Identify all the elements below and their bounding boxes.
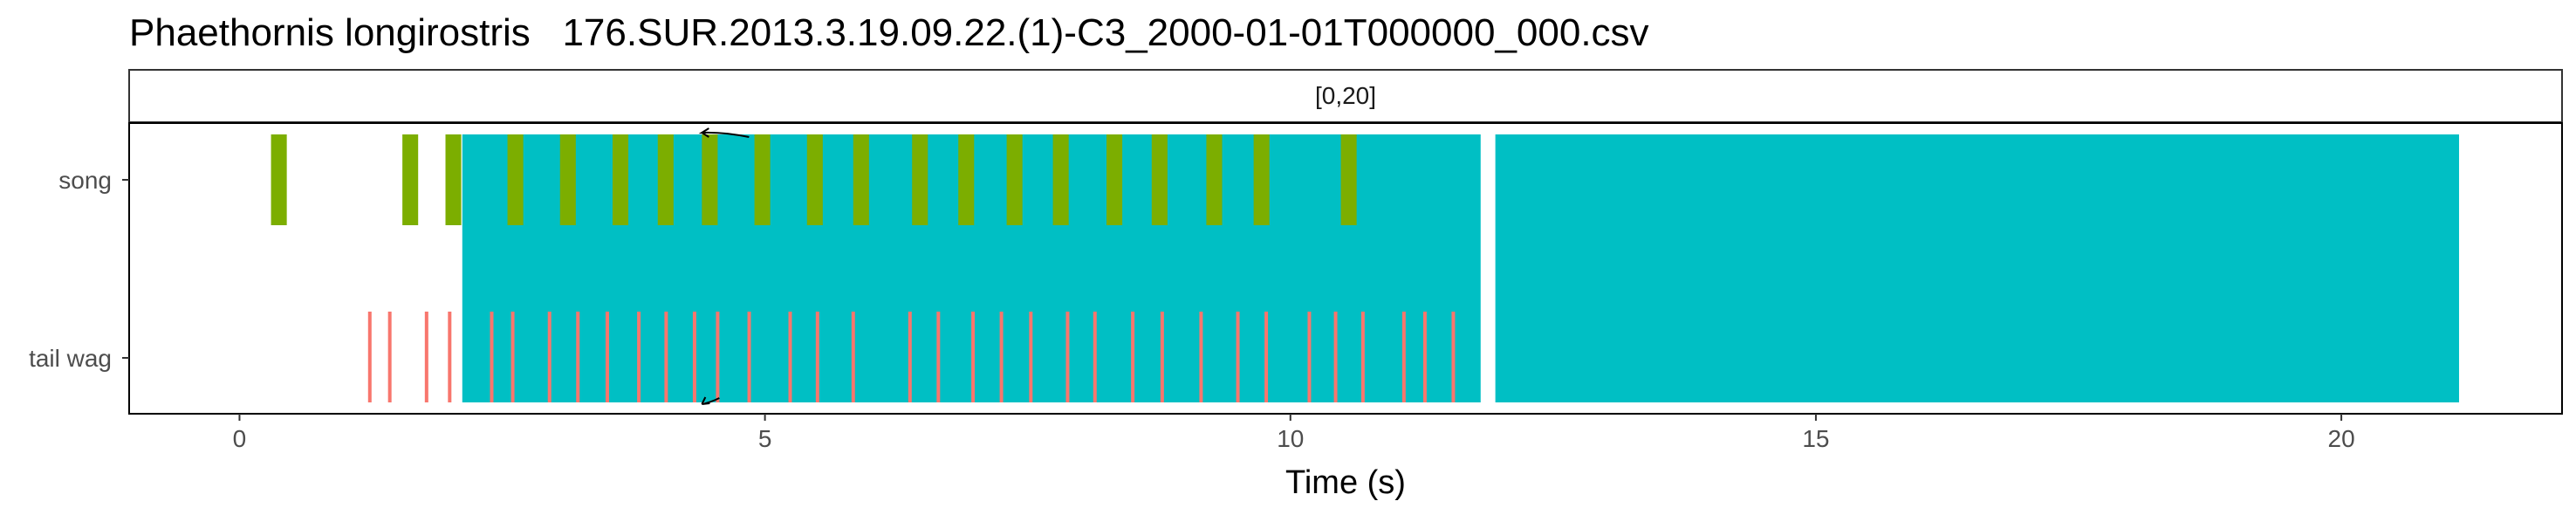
song-event-3 [507, 134, 524, 225]
song-event-14 [1052, 134, 1069, 225]
chart-title: Phaethornis longirostris 176.SUR.2013.3.… [129, 11, 1649, 54]
facet-strip [128, 69, 2563, 123]
song-event-9 [806, 134, 823, 225]
x-tick-label-15: 15 [1802, 425, 1829, 452]
panel-border [128, 122, 2563, 415]
song-event-0 [271, 134, 287, 225]
song-event-16 [1151, 134, 1168, 225]
y-label-tail-wag: tail wag [29, 345, 112, 372]
song-event-4 [559, 134, 576, 225]
song-event-11 [912, 134, 928, 225]
song-event-8 [754, 134, 771, 225]
y-axis: song tail wag [29, 167, 129, 372]
x-tick-label-5: 5 [758, 425, 772, 452]
song-event-19 [1340, 134, 1357, 225]
x-tick-label-20: 20 [2328, 425, 2355, 452]
arrow-layer [698, 127, 750, 405]
y-label-song: song [58, 167, 112, 194]
song-event-2 [445, 134, 462, 225]
song-event-12 [958, 134, 975, 225]
x-tick-label-0: 0 [233, 425, 247, 452]
annotation-arrow-top [698, 127, 750, 138]
song-event-18 [1253, 134, 1270, 225]
tail-wag-layer [367, 312, 1456, 402]
x-tick-label-10: 10 [1277, 425, 1304, 452]
song-event-7 [702, 134, 718, 225]
song-layer [271, 134, 1357, 225]
song-event-10 [853, 134, 869, 225]
x-axis-title: Time (s) [1285, 464, 1406, 501]
song-event-15 [1106, 134, 1123, 225]
song-event-13 [1006, 134, 1023, 225]
song-event-17 [1206, 134, 1223, 225]
overlay-span-1 [1495, 134, 2459, 402]
song-event-1 [402, 134, 419, 225]
song-event-5 [612, 134, 629, 225]
song-event-6 [657, 134, 674, 225]
annotation-arrow-bottom [701, 396, 720, 405]
x-axis: 0 5 10 15 20 [233, 414, 2355, 452]
facet-strip-label: [0,20] [1315, 82, 1376, 109]
